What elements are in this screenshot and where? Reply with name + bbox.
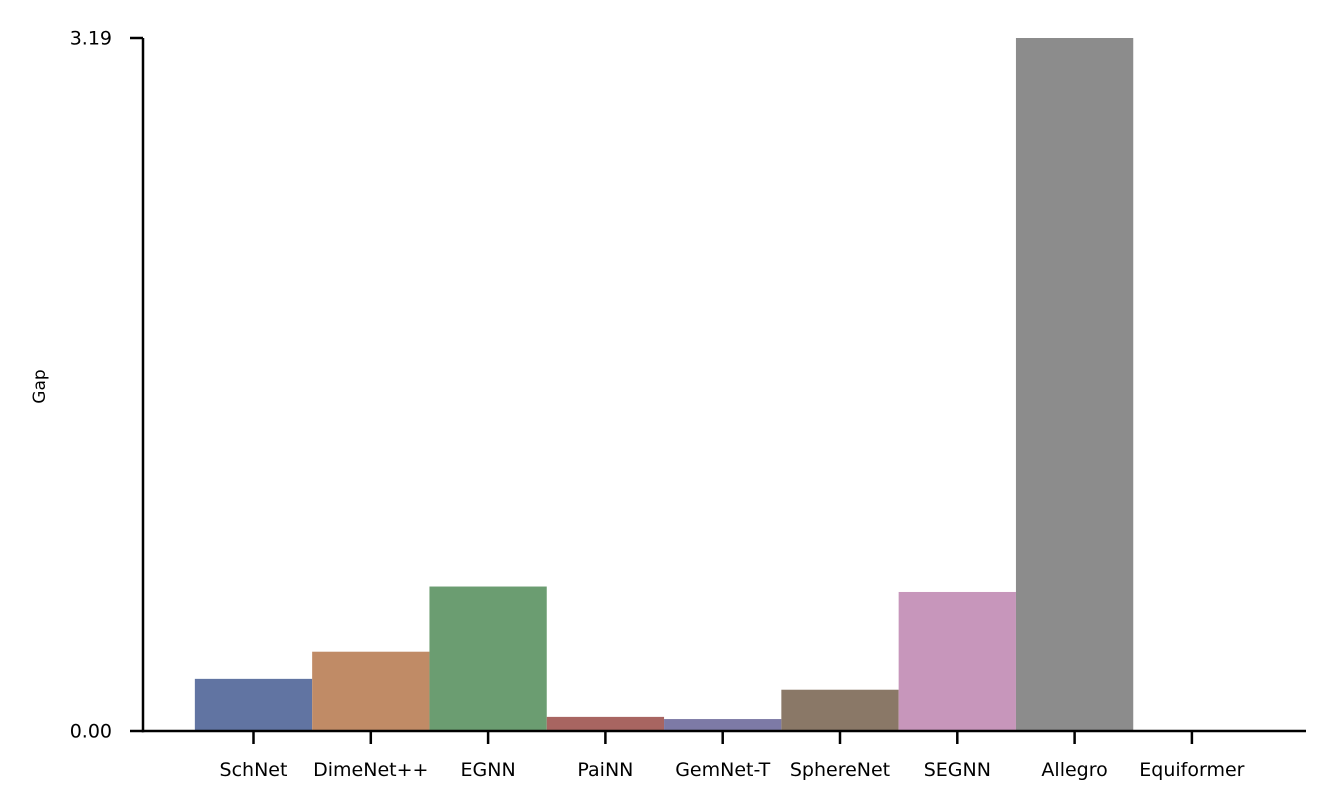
bar-segnn — [898, 591, 1016, 731]
x-tick-label: SphereNet — [790, 759, 890, 781]
bars-layer — [194, 38, 1134, 731]
bar-allegro — [1015, 38, 1134, 731]
x-ticks: SchNet DimeNet++ EGNN PaiNN GemNet-T SphereNe… — [220, 731, 1245, 781]
bar-spherenet — [781, 689, 899, 731]
x-tick-label: SchNet — [220, 759, 288, 781]
bar-egnn — [429, 586, 547, 731]
x-tick-label: PaiNN — [577, 759, 633, 781]
y-tick-label: 3.19 — [70, 28, 112, 50]
y-ticks: 0.00 3.19 — [70, 28, 143, 743]
bar-painn — [546, 716, 665, 731]
y-tick-label: 0.00 — [70, 721, 112, 743]
x-tick-label: DimeNet++ — [313, 759, 428, 781]
x-tick-label: EGNN — [461, 759, 516, 781]
x-tick-label: SEGNN — [924, 759, 991, 781]
x-tick-label: Allegro — [1041, 759, 1107, 781]
bar-dimenet- — [312, 651, 430, 731]
y-axis-label: Gap — [30, 369, 50, 403]
bar-schnet — [194, 678, 313, 731]
bar-gemnet-t — [664, 719, 782, 731]
x-tick-label: GemNet-T — [675, 759, 770, 781]
x-tick-label: Equiformer — [1139, 759, 1244, 781]
